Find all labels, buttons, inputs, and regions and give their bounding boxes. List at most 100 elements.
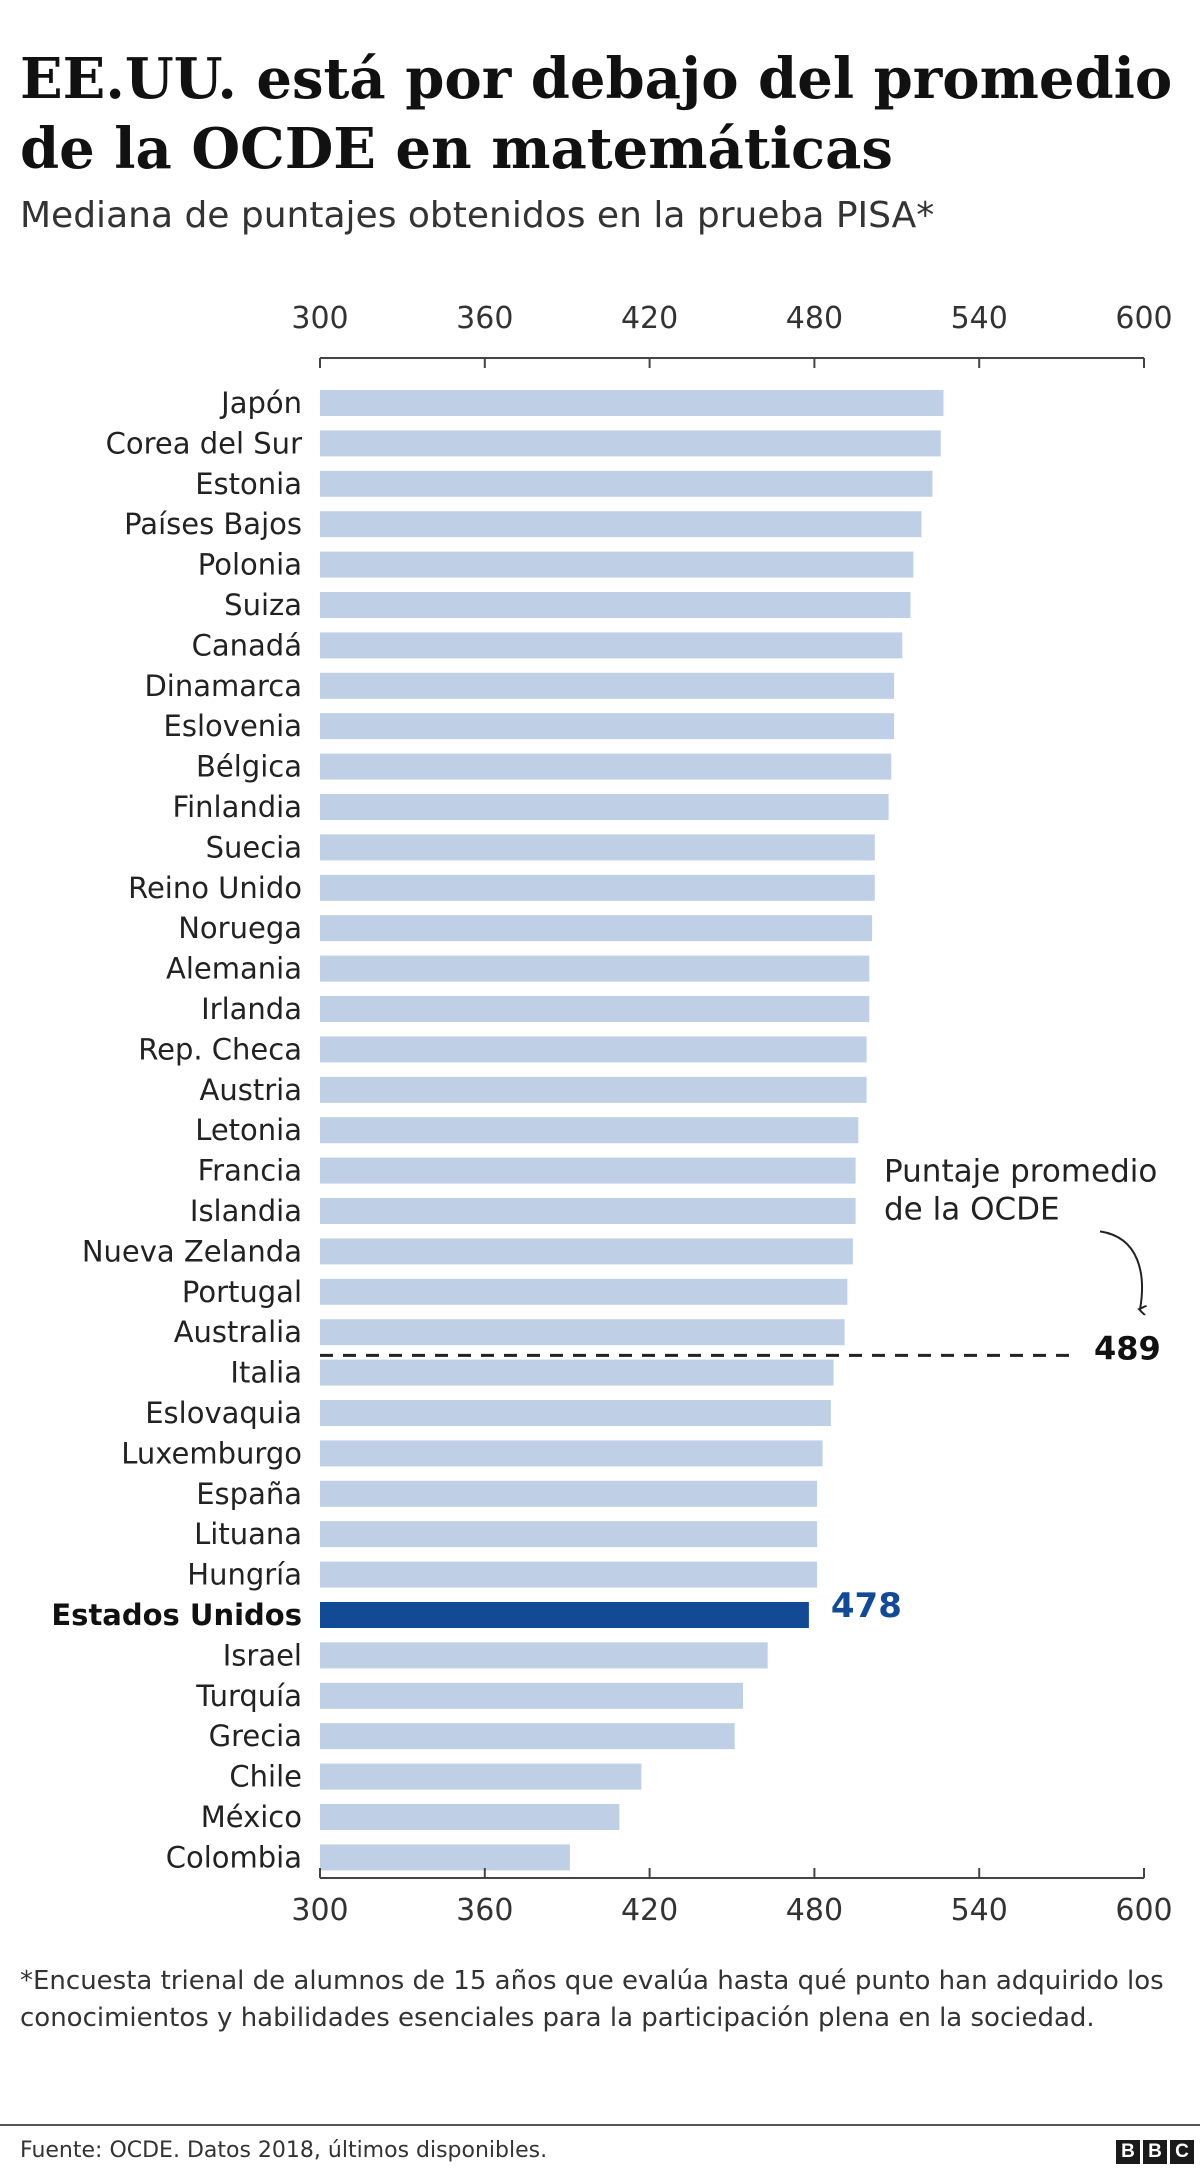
top-axis-tick-label: 480	[786, 301, 843, 336]
bar	[320, 1238, 853, 1265]
bar	[320, 1642, 768, 1669]
category-label: Letonia	[195, 1113, 302, 1147]
category-label: Eslovenia	[164, 709, 302, 743]
bottom-axis: 300 360 420 480 540 600	[291, 1868, 1173, 1928]
category-label: Luxemburgo	[121, 1436, 302, 1470]
category-label: Islandia	[190, 1194, 302, 1228]
bar	[320, 874, 875, 901]
bar	[320, 1117, 859, 1144]
bar	[320, 834, 875, 861]
footnote: *Encuesta trienal de alumnos de 15 años …	[20, 1966, 1164, 2033]
chart-title: EE.UU. está por debajo del promedio de l…	[20, 46, 1173, 182]
bar	[320, 1763, 642, 1790]
bar	[320, 390, 944, 416]
category-label: Alemania	[166, 952, 302, 986]
bar	[320, 1723, 735, 1750]
category-label: Canadá	[192, 628, 302, 662]
bar	[320, 1440, 823, 1467]
arrow-icon	[1099, 1230, 1142, 1309]
category-label: Francia	[198, 1154, 302, 1188]
category-label: Rep. Checa	[138, 1032, 302, 1066]
bottom-axis-tick-label: 540	[951, 1893, 1008, 1928]
top-axis-tick-label: 540	[951, 301, 1008, 336]
bar	[320, 1521, 818, 1548]
category-label: Chile	[229, 1760, 302, 1794]
category-label: Eslovaquia	[145, 1396, 302, 1430]
bar	[320, 632, 903, 659]
category-label: Bélgica	[196, 750, 302, 784]
top-axis: 300 360 420 480 540 600	[291, 301, 1173, 368]
bar	[320, 1076, 867, 1103]
bar	[320, 794, 889, 820]
category-label: Colombia	[166, 1840, 302, 1874]
category-label: Turquía	[195, 1679, 302, 1713]
bar	[320, 1198, 856, 1224]
category-label: Grecia	[209, 1719, 302, 1753]
bars: 478	[320, 390, 944, 1871]
bar	[320, 1844, 570, 1871]
bar	[320, 470, 933, 497]
bar	[320, 713, 895, 740]
bar	[320, 592, 911, 618]
bar-highlight	[320, 1602, 809, 1628]
bar	[320, 1036, 867, 1063]
bar	[320, 1319, 845, 1346]
highlight-value-label: 478	[831, 1586, 902, 1626]
category-label: Corea del Sur	[106, 426, 302, 460]
bar	[320, 551, 914, 578]
bar	[320, 1682, 743, 1709]
category-label: Estados Unidos	[51, 1598, 302, 1632]
top-axis-tick-label: 360	[456, 301, 513, 336]
bottom-axis-tick-label: 300	[291, 1893, 348, 1928]
category-label: Polonia	[198, 548, 302, 582]
category-label: Austria	[200, 1073, 302, 1107]
category-label: Israel	[223, 1638, 302, 1672]
bar	[320, 1157, 856, 1184]
bottom-axis-tick-label: 480	[786, 1893, 843, 1928]
bar	[320, 955, 870, 982]
bar	[320, 511, 922, 538]
category-label: Portugal	[182, 1275, 302, 1309]
bar	[320, 430, 941, 457]
source-note: Fuente: OCDE. Datos 2018, últimos dispon…	[20, 2138, 548, 2163]
oecd-average-value: 489	[1094, 1329, 1161, 1367]
bar	[320, 1359, 834, 1386]
bar	[320, 1804, 620, 1830]
bar-chart: 300 360 420 480 540 600 478 Japón Corea del Su…	[51, 301, 1173, 1928]
top-axis-tick-label: 420	[621, 301, 678, 336]
category-label: Noruega	[178, 911, 302, 945]
oecd-average-label-line2: de la OCDE	[884, 1191, 1060, 1227]
bar	[320, 996, 870, 1022]
bbc-logo-letter: B	[1116, 2140, 1140, 2164]
category-label: Australia	[174, 1315, 302, 1349]
category-label: Finlandia	[173, 790, 302, 824]
category-label: México	[201, 1800, 302, 1834]
bbc-logo-letter: B	[1143, 2140, 1167, 2164]
bbc-logo: B B C	[1116, 2140, 1194, 2164]
bottom-axis-tick-label: 600	[1115, 1893, 1172, 1928]
footer-divider	[0, 2124, 1200, 2126]
top-axis-tick-label: 300	[291, 301, 348, 336]
category-label: Reino Unido	[128, 871, 302, 905]
category-labels: Japón Corea del Sur Estonia Países Bajos Pol…	[51, 386, 302, 1874]
category-label: Nueva Zelanda	[82, 1234, 302, 1268]
chart-subtitle: Mediana de puntajes obtenidos en la prue…	[20, 195, 935, 236]
category-label: Irlanda	[201, 992, 302, 1026]
bar	[320, 672, 895, 699]
bottom-axis-tick-label: 360	[456, 1893, 513, 1928]
category-label: Hungría	[187, 1558, 302, 1592]
category-label: Suiza	[224, 588, 302, 622]
bbc-logo-letter: C	[1170, 2140, 1194, 2164]
bar	[320, 915, 873, 942]
bar	[320, 1278, 848, 1305]
category-label: Suecia	[206, 830, 302, 864]
bar	[320, 1480, 818, 1507]
bottom-axis-tick-label: 420	[621, 1893, 678, 1928]
category-label: Italia	[230, 1356, 302, 1390]
bar	[320, 1400, 831, 1426]
oecd-average-label-line1: Puntaje promedio	[884, 1153, 1157, 1189]
bar	[320, 753, 892, 780]
bar	[320, 1561, 818, 1588]
category-label: Países Bajos	[124, 507, 302, 541]
